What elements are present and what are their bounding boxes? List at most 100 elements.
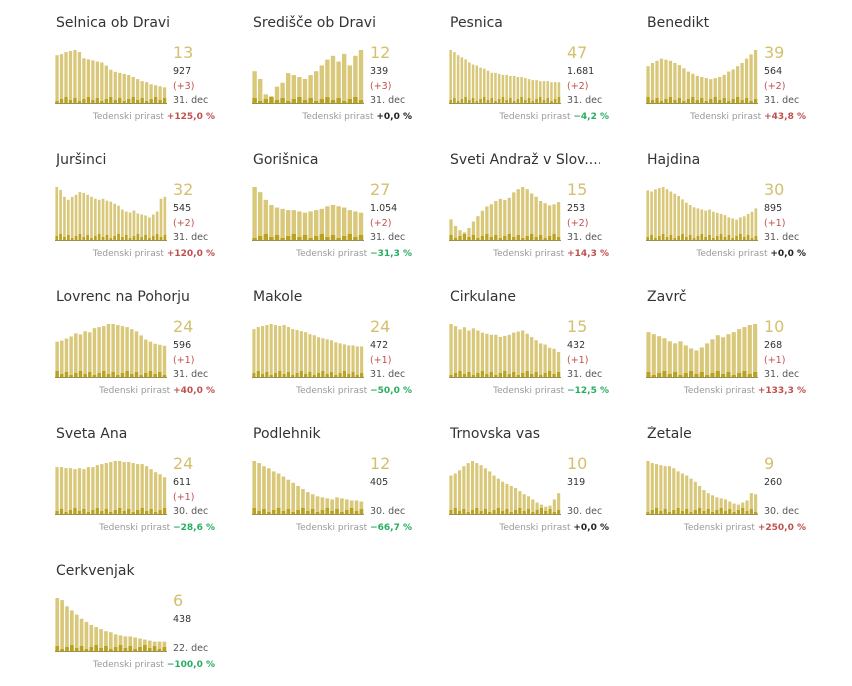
bar [516,331,520,378]
bar [338,343,342,378]
inner-bar [308,372,312,378]
inner-bar [122,101,126,104]
weekly-growth: Tedenski prirast +0,0 % [646,249,806,259]
inner-bar [158,372,162,378]
inner-bar [267,512,271,515]
bar [460,57,464,104]
bar [336,61,341,104]
inner-bar [673,238,677,241]
bar [155,211,159,241]
bar [74,614,79,652]
bar [278,326,282,378]
bar [516,77,520,104]
inner-bar [646,237,650,241]
bar [727,217,731,241]
bar [263,199,268,241]
bar [661,187,665,241]
bar [118,72,122,104]
inner-bar [694,374,699,378]
inner-bar [489,237,493,241]
bar [662,338,667,378]
inner-bar [677,236,680,241]
inner-bar [704,101,708,104]
inner-bar [117,234,120,241]
bar [109,462,113,515]
bar [330,205,336,241]
inner-bar [60,374,64,378]
bar [63,196,66,241]
inner-bar [498,238,502,241]
inner-bar [524,100,527,104]
bar [118,461,122,515]
bar [501,74,505,104]
municipality-card: Sveta Ana 24 611 (+1) 30. dec Tedenski priras… [55,421,215,546]
bar [280,208,285,241]
inner-bar [301,508,305,515]
bar [552,499,556,515]
bar [737,329,742,378]
inner-bar [498,373,502,378]
bar [134,331,139,378]
inner-bar [739,234,742,241]
municipality-card: Žetale 9 260 30. dec Tedenski prirast +250,0… [646,421,806,546]
bar [667,341,672,378]
bar [520,77,523,104]
bar [489,334,493,378]
inner-bar [252,98,257,104]
municipality-card: Središče ob Dravi 12 339 (+3) 31. dec Tedensk… [252,10,412,135]
inner-bar [557,97,561,104]
bar [682,68,686,104]
inner-bar [64,512,68,515]
bar-chart [252,461,364,515]
active-cases: 47 [567,43,588,62]
active-cases: 24 [173,317,194,336]
bar [147,640,152,652]
bar [92,328,97,378]
inner-bar [295,373,299,378]
bar [74,194,78,241]
growth-label: Tedenski prirast [696,249,768,259]
inner-bar [151,236,155,241]
inner-bar [65,647,69,652]
bar [680,473,684,515]
active-cases: 12 [370,454,391,473]
inner-bar [518,508,522,515]
bar [358,50,364,104]
inner-bar [672,510,676,515]
bar [73,469,77,515]
bar [334,342,338,378]
bar [678,341,683,378]
bar [335,497,339,515]
bar [667,466,672,515]
bar [342,207,347,241]
inner-bar [354,511,359,515]
inner-bar [485,234,489,241]
inner-bar [89,647,94,652]
inner-bar [128,238,132,241]
bar [144,339,148,378]
inner-bar [669,235,673,241]
bar [276,473,281,515]
inner-bar [329,372,334,378]
inner-bar [78,371,83,378]
inner-bar [723,511,728,515]
inner-bar [503,236,507,241]
bar-chart [55,324,167,378]
municipality-card: Juršinci 32 545 (+2) 31. dec Tedenski prirast… [55,147,215,272]
card-title: Makole [253,289,303,305]
bar [736,66,740,104]
inner-bar [118,98,122,104]
weekly-growth: Tedenski prirast +40,0 % [55,386,215,396]
bar [526,496,531,515]
inner-bar [516,375,520,378]
inner-bar [273,373,278,378]
inner-bar [86,97,91,104]
inner-bar [353,97,358,104]
bar [149,469,153,515]
inner-bar [86,235,89,241]
bar [302,212,308,241]
inner-bar [705,375,710,378]
inner-bar [534,237,538,241]
inner-bar [118,645,123,652]
bar [139,335,143,378]
